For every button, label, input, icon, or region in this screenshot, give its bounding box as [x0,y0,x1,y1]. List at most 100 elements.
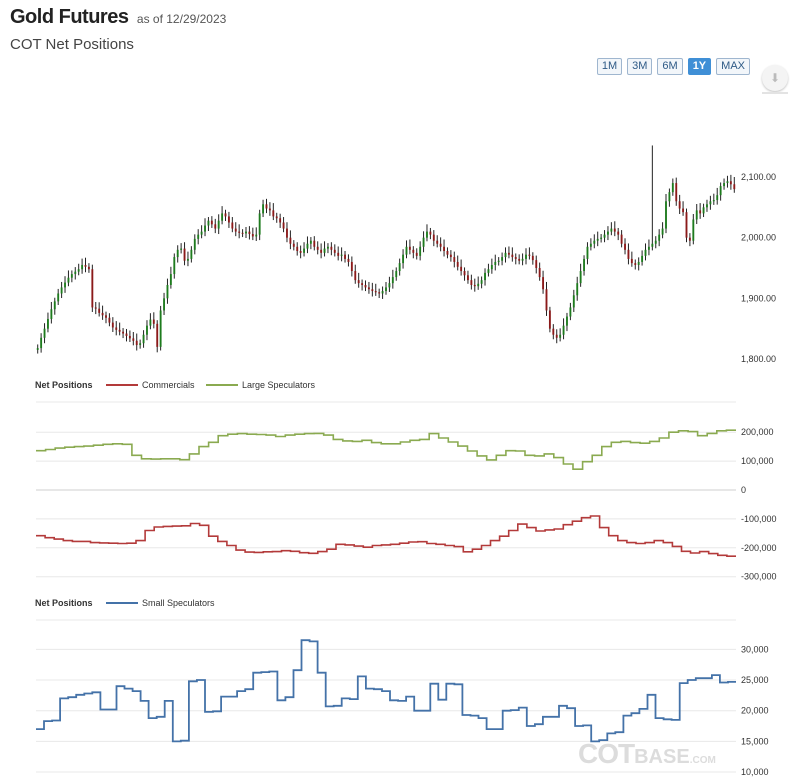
candle-body [436,240,439,244]
candle-body [128,335,131,339]
candle-body [545,289,548,311]
range-selector: 1M 3M 6M 1Y MAX [596,58,750,75]
candle-body [200,231,203,235]
candle-body [115,327,118,330]
candle-body [682,208,685,213]
range-1y-button[interactable]: 1Y [687,58,712,75]
candle-body [193,238,196,250]
candle-body [398,263,401,272]
candle-body [634,263,637,265]
candle-body [231,222,234,229]
candle-body [385,287,387,292]
candle-body [282,222,285,229]
candle-body [53,301,56,310]
small-tick-label: 30,000 [741,644,769,654]
legend-item-small-speculators[interactable]: Small Speculators [142,598,215,608]
candle-body [187,258,189,261]
candle-body [292,243,295,247]
candle-body [111,322,114,328]
candle-body [245,231,247,234]
candle-body [306,243,309,249]
candle-body [210,220,213,225]
download-underline [762,92,788,94]
instrument-title: Gold Futures [10,6,129,28]
candle-body [108,317,111,323]
candle-body [163,298,165,311]
candle-body [586,246,589,259]
candle-body [176,249,179,258]
candle-body [207,220,210,226]
candle-body [555,334,558,338]
candle-body [525,254,527,259]
candle-body [593,240,596,244]
candle-body [122,331,125,334]
candle-body [535,260,538,268]
candle-body [429,231,432,235]
range-max-button[interactable]: MAX [716,58,750,75]
candle-body [289,237,292,244]
candle-body [238,231,241,233]
candle-body [610,228,613,232]
cotbase-watermark: COTBASE.COM [578,738,716,769]
candle-body [367,287,370,290]
candle-body [248,231,251,235]
candle-body [422,237,425,247]
candle-body [350,261,353,272]
candle-body [548,310,551,329]
candle-body [654,240,657,244]
candle-body [692,219,695,241]
candle-body [726,181,729,184]
price-tick-label: 1,800.00 [741,354,776,364]
candle-body [142,334,145,344]
range-3m-button[interactable]: 3M [627,58,653,75]
candle-body [152,319,155,324]
candle-body [255,234,258,237]
candle-body [432,234,435,241]
small-tick-label: 10,000 [741,767,769,777]
legend-group: Net Positions Commercials Large Speculat… [35,380,316,608]
candle-body [531,255,534,261]
candle-body [620,234,623,244]
candle-body [50,309,53,319]
as-of-date: as of 12/29/2023 [136,12,227,26]
candle-body [354,271,357,281]
candle-body [538,268,541,278]
candle-body [477,283,480,287]
candle-body [647,246,650,250]
small-tick-label: 25,000 [741,675,769,685]
candle-body [183,248,186,261]
download-button[interactable]: ⬇ [762,65,788,91]
candle-body [67,277,70,283]
candle-body [333,249,336,253]
candle-body [552,328,555,335]
candle-body [378,292,381,294]
candle-body [658,234,661,241]
candle-body [603,234,606,238]
candle-body [98,308,101,313]
candle-body [709,201,712,205]
candle-body [36,348,39,350]
candle-body [70,274,73,278]
candle-body [678,201,681,209]
candle-body [91,269,94,308]
candle-body [494,261,497,265]
candle-body [402,254,405,264]
legend-item-commercials[interactable]: Commercials [142,380,195,390]
candle-body [702,207,705,214]
range-6m-button[interactable]: 6M [657,58,683,75]
candle-body [473,284,476,287]
range-1m-button[interactable]: 1M [596,58,623,75]
candle-body [627,249,630,259]
candle-body [566,316,568,326]
candle-body [57,293,60,302]
candle-body [470,280,473,285]
candle-body [340,254,343,256]
candle-body [391,277,394,284]
candle-body [528,254,531,256]
legend-item-large-speculators[interactable]: Large Speculators [242,380,316,390]
candle-body [408,246,411,250]
price-tick-label: 2,000.00 [741,233,776,243]
candle-body [64,282,66,288]
candle-body [559,334,562,338]
candle-body [296,246,299,252]
